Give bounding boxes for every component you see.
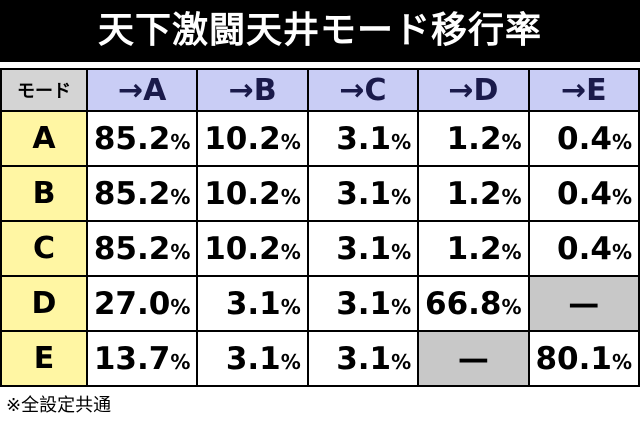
cell-value: 80.1 — [535, 340, 612, 377]
column-header: →E — [527, 68, 640, 112]
cell-unit: % — [501, 239, 522, 264]
cell: 0.4% — [527, 110, 640, 167]
cell-unit: % — [501, 129, 522, 154]
cell-value: — — [457, 340, 489, 377]
cell: — — [417, 330, 530, 387]
row: A 85.2% 10.2% 3.1% 1.2% 0.4% — [0, 110, 640, 167]
cell-value: — — [568, 285, 600, 322]
cell-unit: % — [391, 239, 412, 264]
corner-cell: モード — [0, 68, 88, 112]
cell: 85.2% — [85, 220, 199, 277]
title: 天下激闘天井モード移行率 — [0, 0, 640, 62]
cell: 3.1% — [306, 220, 420, 277]
row: E 13.7% 3.1% 3.1% —80.1% — [0, 330, 640, 387]
table: モード →A →B →C →D →E A 85.2% 10.2% 3.1% 1.2% 0.4% B 85.… — [0, 68, 640, 387]
row-label: A — [0, 110, 88, 167]
column-header: →A — [85, 68, 199, 112]
cell-unit: % — [280, 129, 301, 154]
row-label: C — [0, 220, 88, 277]
cell-unit: % — [280, 239, 301, 264]
cell-unit: % — [391, 294, 412, 319]
cell-value: 66.8 — [425, 285, 502, 322]
cell: 66.8% — [417, 275, 530, 332]
cell-unit: % — [170, 294, 191, 319]
cell-value: 3.1 — [336, 285, 392, 322]
cell: 3.1% — [196, 330, 309, 387]
cell-value: 27.0 — [93, 285, 171, 322]
cell: 0.4% — [527, 165, 640, 222]
cell: 85.2% — [85, 110, 199, 167]
row-label: B — [0, 165, 88, 222]
cell-value: 3.1 — [336, 120, 392, 157]
cell-value: 10.2 — [204, 230, 281, 267]
column-header: →C — [306, 68, 420, 112]
cell-unit: % — [170, 184, 191, 209]
cell-unit: % — [170, 349, 191, 374]
cell-value: 1.2 — [446, 230, 502, 267]
cell-value: 85.2 — [93, 120, 171, 157]
cell-value: 3.1 — [336, 340, 392, 377]
row-label: E — [0, 330, 88, 387]
cell: 10.2% — [196, 220, 309, 277]
cell-value: 0.4 — [557, 120, 612, 157]
cell-unit: % — [611, 239, 632, 264]
cell-unit: % — [280, 349, 301, 374]
cell: 0.4% — [527, 220, 640, 277]
cell: 1.2% — [417, 110, 530, 167]
cell: 3.1% — [306, 275, 420, 332]
cell: 3.1% — [306, 110, 420, 167]
header-row: モード →A →B →C →D →E — [0, 68, 640, 112]
cell-value: 3.1 — [225, 285, 281, 322]
cell-unit: % — [280, 294, 301, 319]
cell: 3.1% — [306, 165, 420, 222]
row: C 85.2% 10.2% 3.1% 1.2% 0.4% — [0, 220, 640, 277]
cell-value: 3.1 — [225, 340, 281, 377]
footnote: ※全設定共通 — [6, 395, 112, 416]
row: D 27.0% 3.1% 3.1% 66.8% — — [0, 275, 640, 332]
cell-value: 10.2 — [204, 120, 281, 157]
cell: 10.2% — [196, 110, 309, 167]
cell: 1.2% — [417, 165, 530, 222]
row-label: D — [0, 275, 88, 332]
cell-unit: % — [170, 129, 191, 154]
cell-value: 10.2 — [204, 175, 281, 212]
cell-unit: % — [611, 129, 632, 154]
cell-value: 0.4 — [557, 230, 612, 267]
cell: 27.0% — [85, 275, 199, 332]
column-header: →D — [417, 68, 530, 112]
cell-unit: % — [280, 184, 301, 209]
cell-value: 3.1 — [336, 230, 392, 267]
cell: 1.2% — [417, 220, 530, 277]
row: B 85.2% 10.2% 3.1% 1.2% 0.4% — [0, 165, 640, 222]
cell-value: 3.1 — [336, 175, 392, 212]
cell-value: 13.7 — [93, 340, 171, 377]
cell: 3.1% — [306, 330, 420, 387]
cell: 10.2% — [196, 165, 309, 222]
cell-unit: % — [391, 129, 412, 154]
cell-unit: % — [611, 349, 632, 374]
cell-unit: % — [611, 184, 632, 209]
cell: — — [527, 275, 640, 332]
cell-unit: % — [391, 184, 412, 209]
cell-unit: % — [170, 239, 191, 264]
cell-value: 0.4 — [557, 175, 612, 212]
cell-unit: % — [391, 349, 412, 374]
cell-unit: % — [501, 294, 522, 319]
cell: 3.1% — [196, 275, 309, 332]
cell-unit: % — [501, 184, 522, 209]
cell-value: 85.2 — [93, 175, 171, 212]
column-header: →B — [196, 68, 309, 112]
cell-value: 85.2 — [93, 230, 171, 267]
cell-value: 1.2 — [446, 120, 502, 157]
cell: 80.1% — [527, 330, 640, 387]
cell: 85.2% — [85, 165, 199, 222]
cell-value: 1.2 — [446, 175, 502, 212]
cell: 13.7% — [85, 330, 199, 387]
